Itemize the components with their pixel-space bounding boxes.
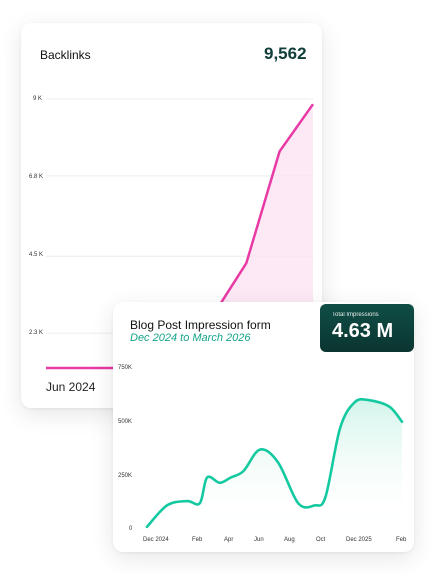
impressions-x-tick: Dec 2025: [346, 537, 372, 543]
impressions-x-tick: Feb: [192, 537, 203, 543]
total-impressions-label: Total Impressions: [332, 312, 379, 318]
blog-impressions-title: Blog Post Impression form: [130, 318, 271, 332]
impressions-area: [147, 399, 402, 529]
total-impressions-value: 4.63 M: [332, 320, 394, 342]
impressions-x-tick: Feb: [396, 537, 407, 543]
impressions-y-tick: 500K: [118, 419, 133, 425]
impressions-y-tick: 0: [129, 526, 133, 532]
backlinks-y-tick: 9 K: [33, 96, 43, 102]
backlinks-y-tick: 2.3 K: [29, 330, 44, 336]
impressions-y-tick: 250K: [118, 473, 133, 479]
backlinks-total: 9,562: [264, 44, 307, 63]
impressions-x-tick: Apr: [224, 537, 234, 543]
backlinks-title: Backlinks: [40, 48, 91, 62]
blog-impressions-date-range: Dec 2024 to March 2026: [130, 332, 251, 344]
impressions-y-tick: 750K: [118, 365, 133, 371]
backlinks-y-tick: 4.5 K: [29, 252, 44, 258]
impressions-x-tick: Oct: [316, 537, 326, 543]
backlinks-y-tick: 6.8 K: [29, 174, 44, 180]
impressions-x-tick: Dec 2024: [143, 537, 169, 543]
impressions-x-tick: Jun: [254, 537, 264, 543]
total-impressions-badge: Total Impressions 4.63 M: [320, 304, 414, 352]
impressions-x-tick: Aug: [284, 537, 295, 543]
impressions-line: [145, 397, 404, 529]
backlinks-x-start-label: Jun 2024: [46, 380, 96, 394]
